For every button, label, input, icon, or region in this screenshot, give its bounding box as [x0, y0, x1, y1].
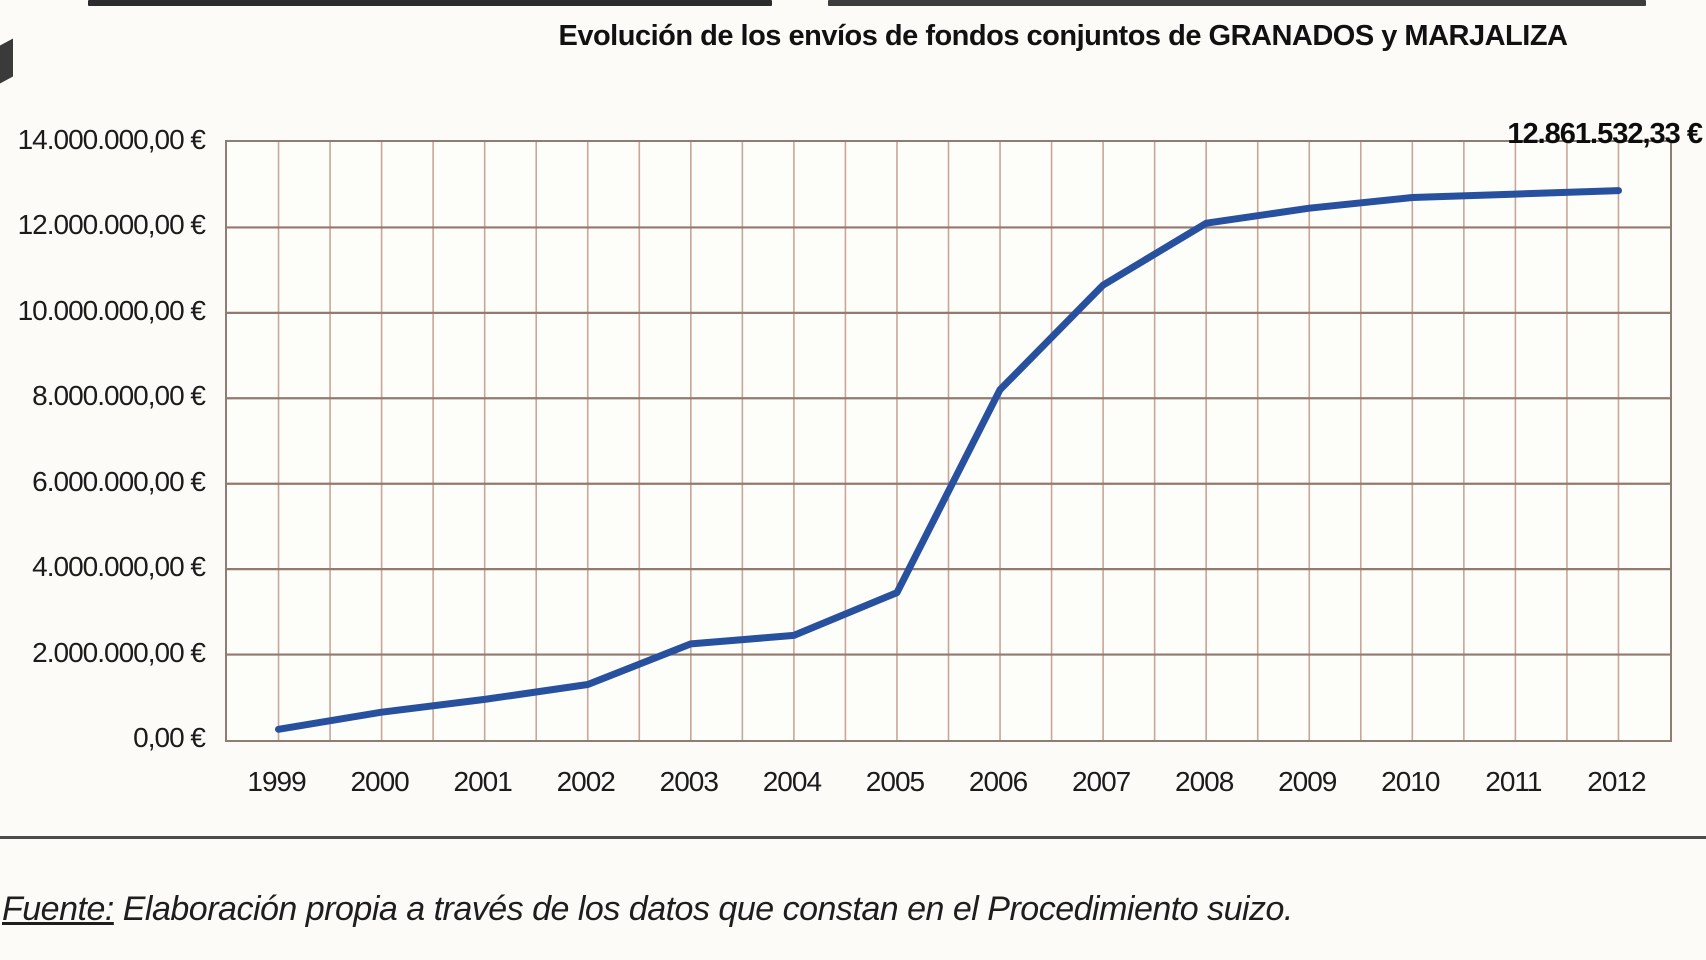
source-note: Fuente: Elaboración propia a través de l…: [2, 890, 1602, 929]
x-axis-tick-label: 2003: [659, 766, 719, 797]
x-axis-tick-label: 2008: [1175, 766, 1234, 797]
x-axis-tick-label: 2009: [1278, 766, 1337, 797]
chart-title: Evolución de los envíos de fondos conjun…: [558, 20, 1568, 52]
x-axis-tick-label: 2006: [968, 766, 1028, 797]
data-point-value-label: 12.861.532,33 €: [1507, 118, 1703, 150]
x-axis-tick-label: 2000: [350, 766, 409, 797]
x-axis-tick-label: 2007: [1071, 766, 1131, 797]
scan-artifact-top-right: [828, 0, 1646, 6]
horizontal-rule: [0, 836, 1706, 839]
scan-artifact-corner: [0, 38, 13, 84]
y-axis-tick-label: 14.000.000,00 €: [17, 124, 206, 155]
y-axis-tick-label: 0,00 €: [133, 722, 206, 753]
source-text: Elaboración propia a través de los datos…: [113, 890, 1294, 928]
x-axis-tick-label: 2001: [453, 766, 513, 797]
x-axis-tick-label: 2004: [762, 766, 822, 797]
x-axis-tick-label: 1999: [247, 766, 306, 797]
y-axis-tick-label: 12.000.000,00 €: [17, 209, 206, 241]
y-axis-tick-label: 10.000.000,00 €: [17, 294, 206, 326]
y-axis-tick-label: 8.000.000,00 €: [32, 380, 206, 412]
x-axis-tick-label: 2005: [865, 766, 925, 797]
y-axis-tick-label: 6.000.000,00 €: [32, 465, 206, 497]
x-axis-tick-label: 2012: [1587, 766, 1646, 797]
source-label: Fuente:: [2, 890, 114, 928]
scan-artifact-top-left: [88, 0, 772, 6]
x-axis-tick-label: 2011: [1485, 766, 1542, 797]
x-axis-tick-label: 2010: [1381, 766, 1440, 797]
line-chart-canvas: [227, 142, 1670, 740]
x-axis-tick-label: 2002: [556, 766, 616, 797]
data-series-line: [275, 187, 1622, 733]
y-axis-tick-label: 2.000.000,00 €: [32, 636, 206, 668]
chart-plot-area: [225, 140, 1672, 742]
y-axis-tick-label: 4.000.000,00 €: [32, 551, 206, 583]
